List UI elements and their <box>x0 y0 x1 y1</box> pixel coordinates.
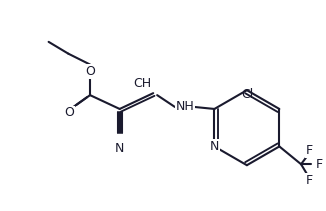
Text: CH: CH <box>133 77 151 90</box>
Text: O: O <box>85 65 95 78</box>
Text: F: F <box>305 173 313 187</box>
Text: O: O <box>65 106 74 119</box>
Text: N: N <box>210 140 219 153</box>
Text: F: F <box>305 144 313 157</box>
Text: N: N <box>115 142 124 154</box>
Text: Cl: Cl <box>241 88 253 101</box>
Text: F: F <box>315 158 322 171</box>
Text: NH: NH <box>175 100 194 114</box>
